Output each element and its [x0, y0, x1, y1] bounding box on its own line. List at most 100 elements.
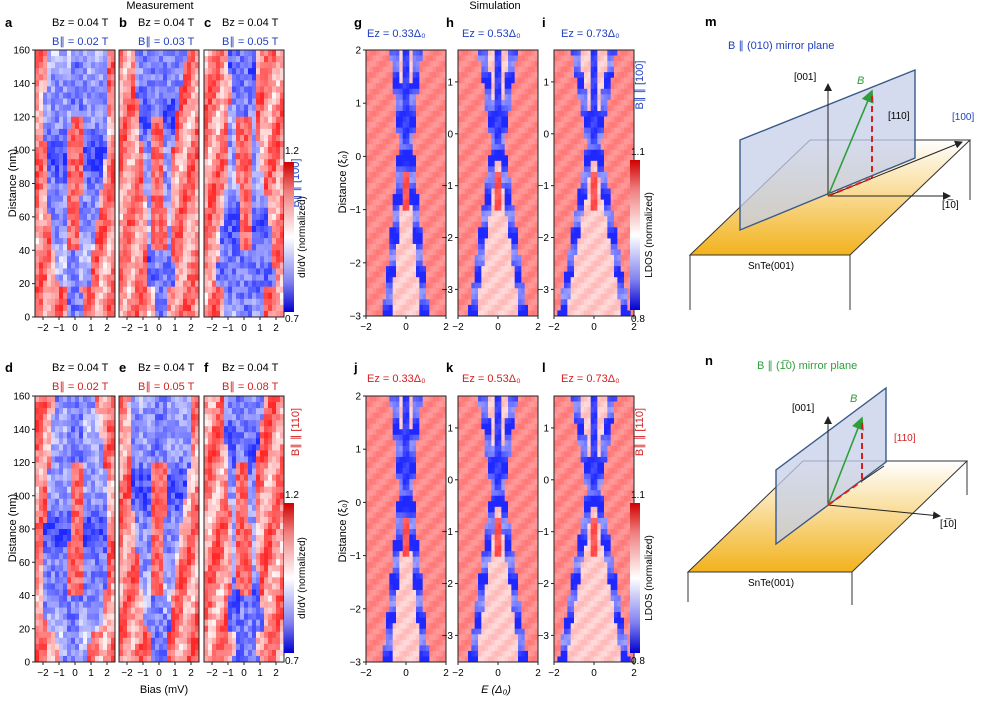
meas-ylabel-bottom: Distance (nm): [7, 494, 19, 562]
axis-110-line: [861, 465, 885, 482]
panel-letter: i: [542, 15, 546, 30]
x-tick-label: 1: [172, 323, 178, 334]
panel-letter: d: [5, 360, 13, 375]
y-tick-label: −3: [442, 285, 454, 296]
x-tick-label: −2: [37, 668, 49, 679]
panel-letter: f: [204, 360, 209, 375]
x-tick-label: −2: [121, 323, 133, 334]
x-tick-label: −1: [137, 323, 149, 334]
y-tick-label: 0: [447, 475, 453, 486]
diagram-m: m B ∥ (010) mirror plane SnTe(001) [001]…: [688, 14, 974, 310]
panel-letter: g: [354, 15, 362, 30]
simulation-header: Simulation: [469, 0, 520, 12]
y-tick-label: 2: [355, 46, 361, 57]
y-tick-label: 100: [13, 491, 30, 502]
x-tick-label: 0: [403, 668, 409, 679]
colorbar-max: 1.1: [631, 490, 645, 501]
bz-label: Bz = 0.04 T: [222, 17, 279, 29]
y-tick-label: −1: [538, 527, 550, 538]
x-tick-label: 1: [88, 323, 94, 334]
x-tick-label: −2: [360, 322, 372, 333]
ez-label: Ez = 0.33Δ₀: [367, 373, 426, 385]
heatmap-panel-j: [365, 395, 447, 663]
x-tick-label: −2: [206, 323, 218, 334]
heatmap-panel-l: [553, 395, 635, 663]
x-tick-label: 2: [188, 323, 194, 334]
bpar-label: B∥ = 0.02 T: [52, 36, 109, 48]
heatmap-panel-h: [457, 49, 539, 317]
b-vector: [827, 89, 874, 197]
colorbar-label: LDOS (normalized): [644, 535, 655, 621]
axis-1m10-label: [1̅0]: [940, 518, 957, 530]
y-tick-label: 1: [543, 423, 549, 434]
x-tick-label: 1: [257, 668, 263, 679]
b-label: B: [857, 75, 864, 87]
colorbar-gradient: [630, 160, 640, 310]
sim-ylabel-bottom: Distance (ξ₀): [337, 500, 349, 563]
x-tick-label: −2: [548, 322, 560, 333]
x-tick-label: 0: [241, 323, 247, 334]
y-tick-label: −1: [350, 205, 362, 216]
y-tick-label: 20: [19, 279, 31, 290]
y-tick-label: 60: [19, 212, 31, 223]
substrate-label: SnTe(001): [748, 261, 794, 272]
y-tick-label: −3: [442, 631, 454, 642]
heatmap-panel-e: [118, 395, 200, 663]
y-tick-label: −2: [442, 233, 454, 244]
field-direction-label: B∥ ∥ [110]: [290, 408, 302, 456]
y-tick-label: 40: [19, 246, 31, 257]
b-inplane-component: [827, 177, 873, 197]
measurement-header: Measurement: [126, 0, 193, 12]
sim-colorbar-bottom: B∥ ∥ [110] 1.1 0.8 LDOS (normalized): [630, 408, 655, 667]
x-tick-label: −1: [137, 668, 149, 679]
x-tick-label: 0: [72, 668, 78, 679]
panel-letter: n: [705, 353, 713, 368]
y-tick-label: 60: [19, 558, 31, 569]
x-tick-label: −1: [53, 323, 65, 334]
heatmap-panel-c: [203, 49, 285, 318]
b-label: B: [850, 393, 857, 405]
colorbar-min: 0.7: [285, 656, 299, 667]
bpar-label: B∥ = 0.05 T: [222, 36, 279, 48]
x-tick-label: 2: [631, 668, 637, 679]
y-tick-label: 0: [355, 152, 361, 163]
panel-letter: m: [705, 14, 717, 29]
x-tick-label: 0: [591, 668, 597, 679]
x-tick-label: 0: [241, 668, 247, 679]
sim-titles: g Ez = 0.33Δ₀ h Ez = 0.53Δ₀ i Ez = 0.73Δ…: [353, 15, 620, 385]
y-tick-label: −1: [350, 551, 362, 562]
y-tick-label: 100: [13, 146, 30, 157]
y-tick-label: −2: [350, 258, 362, 269]
y-tick-label: 0: [543, 129, 549, 140]
y-tick-label: 0: [24, 658, 30, 669]
diagram-title: B ∥ (1̅0) mirror plane: [757, 360, 857, 372]
colorbar-label: dI/dV (normalized): [297, 537, 308, 619]
x-tick-label: −2: [360, 668, 372, 679]
b-inplane-component: [827, 480, 863, 506]
panel-letter: k: [446, 360, 454, 375]
x-tick-label: −2: [452, 668, 464, 679]
y-tick-label: 0: [543, 475, 549, 486]
panel-letter: e: [119, 360, 126, 375]
y-tick-label: −3: [350, 658, 362, 669]
y-tick-label: −2: [538, 579, 550, 590]
colorbar-max: 1.2: [285, 490, 299, 501]
colorbar-max: 1.2: [285, 146, 299, 157]
y-tick-label: 140: [13, 79, 30, 90]
x-tick-label: 2: [443, 668, 449, 679]
axis-110-label: [110]: [888, 111, 910, 122]
x-tick-label: 0: [156, 323, 162, 334]
axis-100-label: [100]: [952, 112, 974, 123]
y-tick-label: −1: [442, 527, 454, 538]
bz-label: Bz = 0.04 T: [52, 17, 109, 29]
panel-letter: a: [5, 15, 13, 30]
y-tick-label: 1: [355, 99, 361, 110]
meas-ylabel-top: Distance (nm): [7, 149, 19, 217]
bpar-label: B∥ = 0.03 T: [138, 36, 195, 48]
heatmap-panel-b: [118, 49, 200, 318]
x-tick-label: −2: [548, 668, 560, 679]
y-tick-label: 0: [447, 129, 453, 140]
y-tick-label: −1: [538, 181, 550, 192]
